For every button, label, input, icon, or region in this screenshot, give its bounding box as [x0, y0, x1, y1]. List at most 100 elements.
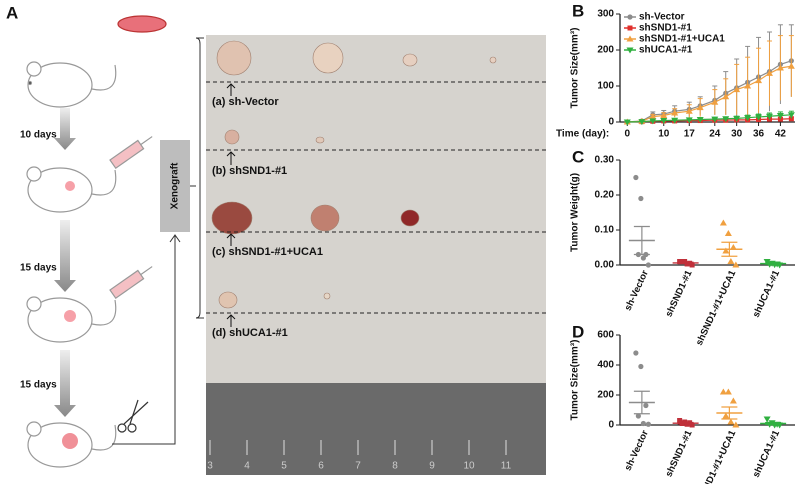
marker: [776, 64, 784, 71]
marker: [755, 77, 763, 84]
step-label: 15 days: [20, 263, 57, 274]
y-tick-label: 200: [597, 390, 614, 401]
panel-label: D: [572, 322, 584, 341]
y-tick-label: 300: [597, 9, 614, 20]
marker: [685, 117, 693, 124]
marker: [729, 397, 737, 404]
y-tick-label: 0: [608, 420, 614, 431]
marker: [689, 262, 695, 268]
marker: [640, 255, 646, 261]
marker: [623, 119, 631, 126]
marker: [660, 112, 668, 119]
marker: [689, 422, 695, 428]
marker: [685, 107, 693, 114]
y-tick-label: 200: [597, 45, 614, 56]
marker: [645, 262, 651, 268]
x-tick-label: 10: [658, 129, 670, 140]
y-tick-label: 0.20: [595, 190, 615, 201]
xenograft-label: Xenograft: [170, 162, 181, 209]
marker: [729, 244, 737, 250]
x-tick-label: shSND1-#1: [663, 268, 694, 319]
marker: [722, 247, 730, 254]
y-tick-label: 400: [597, 360, 614, 371]
x-tick-label: 0: [625, 129, 631, 140]
x-tick-label: shSND1-#1+UCA1: [694, 268, 739, 347]
x-tick-label: sh-Vector: [623, 268, 651, 312]
legend-label: shSND1-#1+UCA1: [639, 34, 725, 45]
marker: [727, 258, 735, 264]
dividers: [206, 81, 546, 314]
x-tick-label: shUCA1-#1: [751, 268, 783, 319]
marker: [727, 418, 735, 425]
marker: [765, 113, 773, 120]
marker: [711, 116, 719, 123]
marker: [765, 69, 773, 76]
ruler-label: 4: [244, 461, 250, 472]
legend-label: sh-Vector: [639, 12, 685, 23]
ruler-label: 9: [429, 461, 435, 472]
group-label: (d) shUCA1-#1: [212, 327, 288, 339]
x-tick-label: 36: [753, 129, 765, 140]
marker: [645, 421, 651, 427]
marker: [722, 412, 730, 419]
marker: [724, 388, 732, 395]
panel-label: C: [572, 147, 584, 166]
x-tick-label: shUCA1-#1: [751, 428, 783, 479]
marker: [633, 350, 639, 356]
marker: [719, 219, 727, 226]
marker: [638, 363, 644, 370]
panel-label: A: [6, 3, 18, 22]
marker: [696, 104, 704, 111]
marker: [649, 113, 657, 120]
marker: [635, 413, 641, 419]
marker: [787, 62, 795, 69]
connector: [112, 234, 181, 445]
ruler-label: 6: [318, 461, 324, 472]
group-label: (b) shSND1-#1: [212, 165, 287, 177]
marker: [733, 115, 741, 122]
marker: [660, 118, 668, 125]
legend-label: shUCA1-#1: [639, 45, 693, 56]
marker: [787, 112, 795, 119]
marker: [722, 93, 730, 100]
x-tick-label: 30: [731, 129, 743, 140]
y-tick-label: 0.10: [595, 225, 615, 236]
ruler-label: 3: [207, 461, 213, 472]
x-tick-label: 17: [684, 129, 696, 140]
y-tick-label: 600: [597, 330, 614, 341]
y-tick-label: 0: [608, 117, 614, 128]
marker: [763, 416, 771, 423]
y-tick-label: 0.00: [595, 260, 615, 271]
group-arrows: [226, 83, 236, 327]
x-tick-label: shSND1-#1: [663, 428, 694, 479]
step-label: 10 days: [20, 130, 57, 141]
marker: [671, 117, 679, 124]
marker: [744, 82, 752, 89]
marker: [724, 230, 732, 236]
marker: [722, 116, 730, 123]
marker: [732, 421, 740, 428]
bracket: [190, 37, 204, 319]
ruler-label: 8: [392, 461, 398, 472]
legend-label: shSND1-#1: [639, 23, 692, 34]
y-axis-label: Tumor Size(mm³): [570, 340, 581, 421]
marker: [671, 109, 679, 116]
marker: [643, 402, 649, 409]
xenograft-box: [160, 140, 190, 232]
legend-marker: [626, 35, 634, 42]
x-tick-label: shSND1-#1+UCA1: [694, 428, 739, 484]
x-tick-label: sh-Vector: [623, 428, 651, 472]
x-axis-label: Time (day):: [556, 129, 609, 140]
marker: [711, 98, 719, 105]
marker: [719, 388, 727, 395]
y-axis-label: Tumor Weight(g): [570, 173, 581, 252]
group-label: (a) sh-Vector: [212, 96, 279, 108]
marker: [755, 114, 763, 121]
marker: [679, 259, 685, 264]
marker: [788, 116, 794, 122]
marker: [640, 420, 646, 427]
legend-marker: [627, 14, 633, 20]
step-label: 15 days: [20, 380, 57, 391]
ruler-label: 11: [501, 461, 512, 472]
marker: [633, 174, 639, 181]
